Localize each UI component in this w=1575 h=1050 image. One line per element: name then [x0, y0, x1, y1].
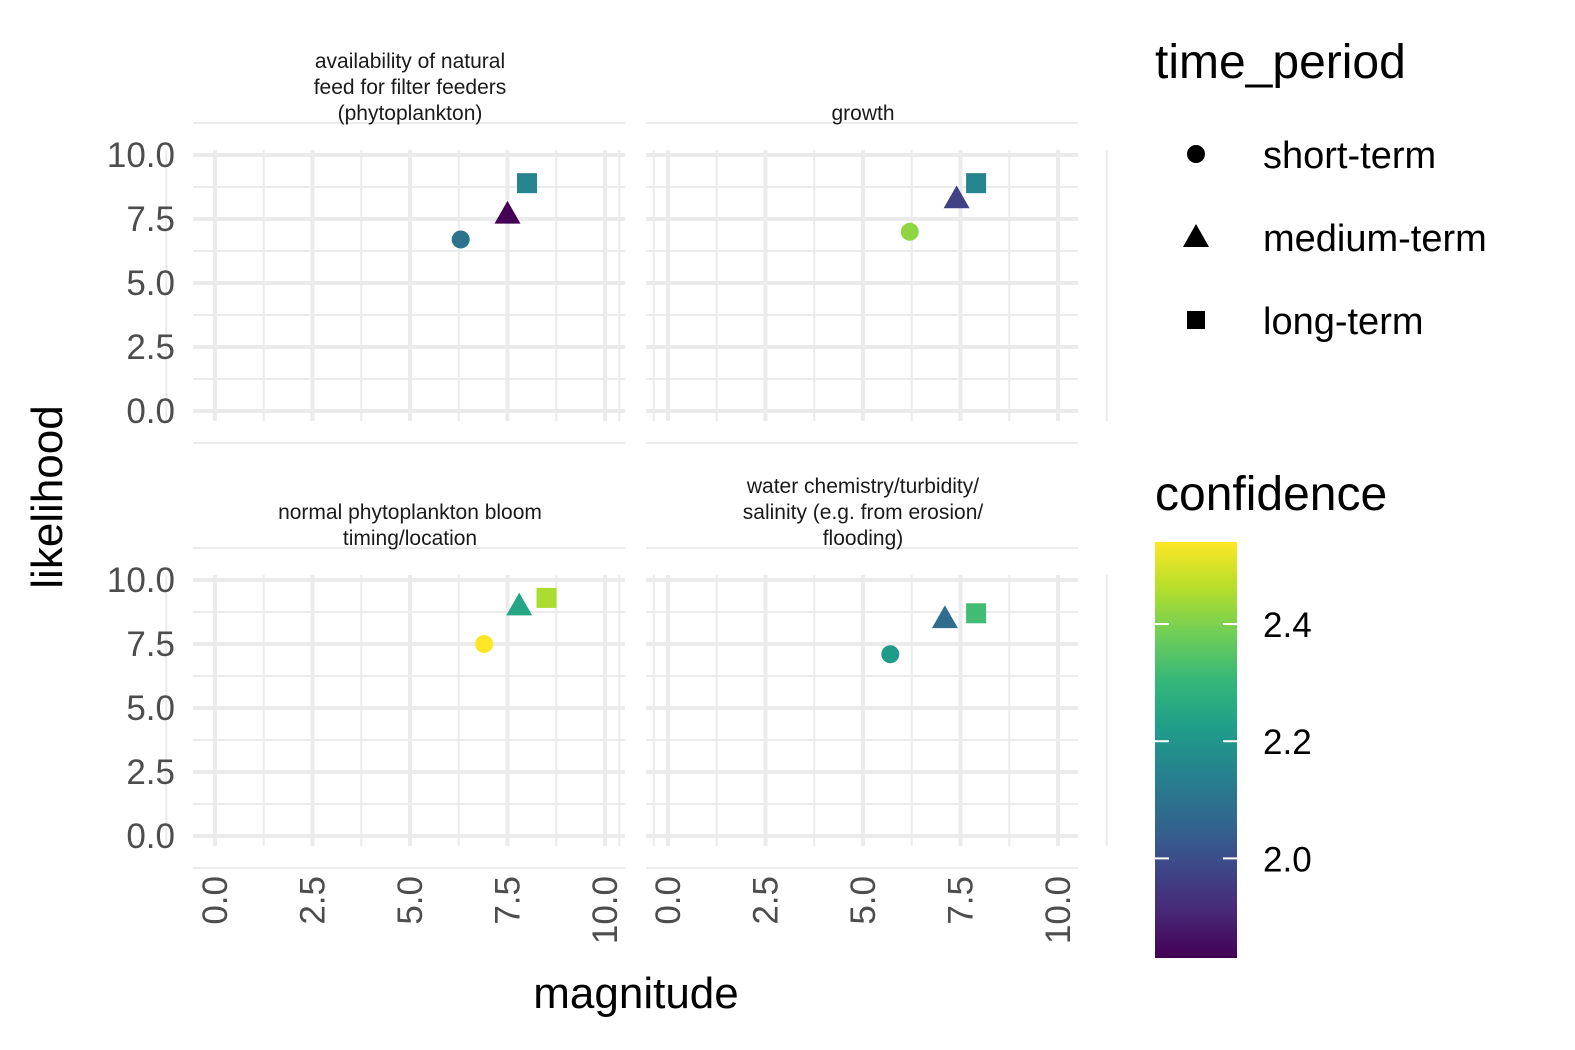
data-points [475, 587, 557, 653]
facet-title-line: flooding) [823, 527, 904, 550]
y-tick-label: 5.0 [126, 689, 175, 728]
y-tick-label: 0.0 [126, 392, 175, 431]
point-long-term [966, 173, 987, 194]
y-tick-label: 7.5 [126, 625, 175, 664]
legend-key-triangle [1183, 224, 1209, 247]
colorbar [1155, 542, 1237, 958]
data-points [881, 603, 987, 664]
facet-title-line: timing/location [343, 527, 477, 550]
shape-legend-item: long-term [1187, 301, 1424, 343]
x-tick-label: 5.0 [844, 876, 883, 925]
data-points [900, 173, 987, 241]
colorbar-label: 2.2 [1263, 723, 1312, 762]
facet-panel: availability of natural feed for filter f… [107, 50, 655, 444]
point-short-term [451, 230, 470, 249]
point-long-term [536, 587, 557, 608]
y-axis-title: likelihood [23, 405, 72, 588]
facet-title-line: salinity (e.g. from erosion/ [743, 501, 984, 524]
facet-panel: water chemistry/turbidity/salinity (e.g.… [618, 475, 1108, 944]
y-tick-label: 7.5 [126, 200, 175, 239]
facet-title-line: availability of natural [315, 50, 505, 73]
x-axis-title: magnitude [533, 969, 738, 1018]
y-tick-label: 10.0 [107, 561, 175, 600]
point-long-term [966, 603, 987, 624]
panel-grid [165, 122, 655, 444]
legend-key-square [1187, 311, 1205, 329]
facet-title-line: normal phytoplankton bloom [278, 501, 542, 524]
x-tick-label: 7.5 [942, 876, 981, 925]
legend-key-circle [1187, 145, 1205, 163]
point-medium-term [494, 200, 521, 224]
shape-legend-label: short-term [1263, 135, 1436, 177]
y-tick-label: 2.5 [126, 753, 175, 792]
x-tick-label: 0.0 [649, 876, 688, 925]
colorbar-label: 2.4 [1263, 606, 1312, 645]
point-medium-term [931, 605, 958, 629]
facet-panels: availability of natural feed for filter f… [107, 50, 1108, 944]
y-tick-label: 0.0 [126, 817, 175, 856]
point-short-term [881, 645, 900, 664]
x-tick-label: 5.0 [391, 876, 430, 925]
facet-title-line: feed for filter feeders [314, 76, 507, 99]
legend: time_period short-term medium-term long-ter… [1155, 36, 1487, 958]
point-medium-term [506, 592, 533, 616]
facet-panel: normal phytoplankton bloom timing/locatio… [107, 501, 655, 944]
panel-grid [618, 547, 1108, 869]
facet-title-line: growth [831, 102, 894, 125]
x-tick-label: 0.0 [196, 876, 235, 925]
shape-legend-label: long-term [1263, 301, 1424, 343]
panel-grid [165, 547, 655, 869]
data-points [451, 173, 537, 249]
shape-legend-item: medium-term [1183, 218, 1487, 260]
facet-panel: growth [618, 102, 1108, 444]
y-tick-label: 5.0 [126, 264, 175, 303]
x-tick-label: 10.0 [1039, 876, 1078, 944]
point-medium-term [943, 185, 970, 209]
shape-legend-label: medium-term [1263, 218, 1487, 260]
facet-title-line: water chemistry/turbidity/ [746, 475, 979, 498]
shape-legend-item: short-term [1187, 135, 1436, 177]
panel-grid [618, 122, 1108, 444]
x-tick-label: 2.5 [747, 876, 786, 925]
shape-legend-title: time_period [1155, 36, 1406, 89]
x-tick-label: 7.5 [489, 876, 528, 925]
x-tick-label: 10.0 [586, 876, 625, 944]
colorbar-label: 2.0 [1263, 840, 1312, 879]
y-tick-label: 10.0 [107, 136, 175, 175]
color-legend-title: confidence [1155, 468, 1387, 521]
facet-title-line: (phytoplankton) [338, 102, 483, 125]
point-long-term [517, 173, 537, 194]
y-tick-label: 2.5 [126, 328, 175, 367]
x-tick-label: 2.5 [294, 876, 333, 925]
point-short-term [475, 635, 494, 653]
point-short-term [900, 222, 919, 241]
